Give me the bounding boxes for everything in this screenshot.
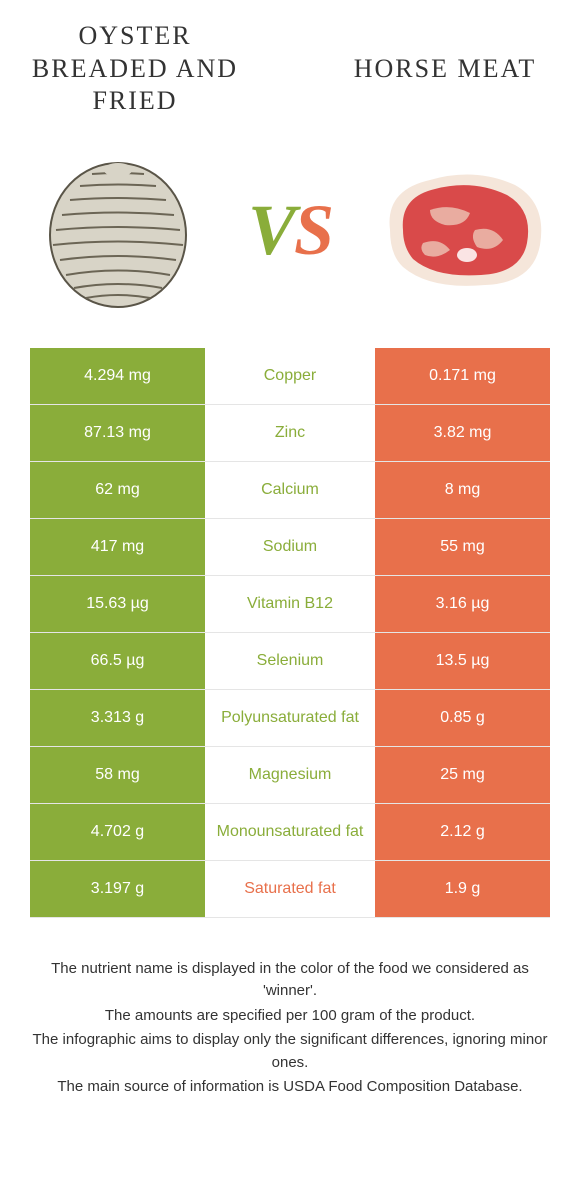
nutrient-left-value: 417 mg [30,519,205,575]
vs-label: VS [248,189,332,272]
nutrient-right-value: 3.16 µg [375,576,550,632]
nutrient-name: Calcium [205,462,375,518]
nutrient-right-value: 13.5 µg [375,633,550,689]
nutrient-right-value: 0.171 mg [375,348,550,404]
footer-line: The infographic aims to display only the… [25,1029,555,1074]
nutrient-right-value: 25 mg [375,747,550,803]
nutrient-row: 62 mgCalcium8 mg [30,462,550,519]
nutrient-left-value: 62 mg [30,462,205,518]
nutrient-name: Saturated fat [205,861,375,917]
nutrient-left-value: 58 mg [30,747,205,803]
nutrient-row: 4.702 gMonounsaturated fat2.12 g [30,804,550,861]
nutrient-left-value: 4.294 mg [30,348,205,404]
nutrient-left-value: 66.5 µg [30,633,205,689]
nutrient-row: 66.5 µgSelenium13.5 µg [30,633,550,690]
nutrient-right-value: 55 mg [375,519,550,575]
nutrient-row: 87.13 mgZinc3.82 mg [30,405,550,462]
footer-line: The amounts are specified per 100 gram o… [25,1005,555,1028]
nutrient-right-value: 8 mg [375,462,550,518]
nutrient-left-value: 4.702 g [30,804,205,860]
nutrient-row: 58 mgMagnesium25 mg [30,747,550,804]
meat-image [375,145,550,315]
nutrient-right-value: 2.12 g [375,804,550,860]
nutrient-name: Magnesium [205,747,375,803]
nutrient-right-value: 0.85 g [375,690,550,746]
nutrient-name: Monounsaturated fat [205,804,375,860]
nutrient-right-value: 3.82 mg [375,405,550,461]
footer-line: The nutrient name is displayed in the co… [25,958,555,1003]
nutrient-row: 417 mgSodium55 mg [30,519,550,576]
nutrient-table: 4.294 mgCopper0.171 mg87.13 mgZinc3.82 m… [30,348,550,918]
nutrient-name: Vitamin B12 [205,576,375,632]
vs-s: S [294,190,332,270]
vs-v: V [248,190,294,270]
header: Oyster breaded and fried Horse meat [0,0,580,128]
nutrient-left-value: 3.197 g [30,861,205,917]
nutrient-row: 15.63 µgVitamin B123.16 µg [30,576,550,633]
nutrient-name: Sodium [205,519,375,575]
food-title-left: Oyster breaded and fried [30,20,240,118]
food-title-right: Horse meat [340,53,550,86]
nutrient-left-value: 3.313 g [30,690,205,746]
nutrient-left-value: 87.13 mg [30,405,205,461]
nutrient-name: Polyunsaturated fat [205,690,375,746]
footer-line: The main source of information is USDA F… [25,1076,555,1099]
nutrient-right-value: 1.9 g [375,861,550,917]
nutrient-row: 3.197 gSaturated fat1.9 g [30,861,550,918]
nutrient-row: 3.313 gPolyunsaturated fat0.85 g [30,690,550,747]
oyster-image [30,145,205,315]
nutrient-name: Selenium [205,633,375,689]
nutrient-row: 4.294 mgCopper0.171 mg [30,348,550,405]
footer-notes: The nutrient name is displayed in the co… [0,918,580,1121]
nutrient-left-value: 15.63 µg [30,576,205,632]
images-row: VS [0,128,580,348]
nutrient-name: Copper [205,348,375,404]
nutrient-name: Zinc [205,405,375,461]
